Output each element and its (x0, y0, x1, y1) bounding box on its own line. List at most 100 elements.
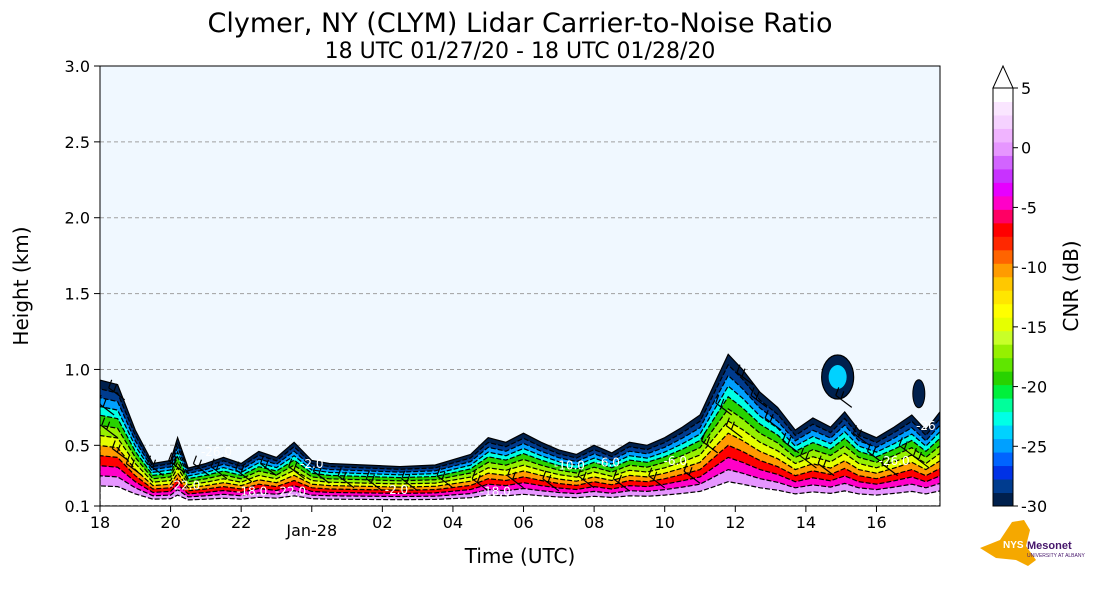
x-tick-label: 02 (372, 513, 392, 532)
y-tick-label: 1.5 (65, 285, 90, 304)
colorbar-tick-label: -15 (1021, 318, 1047, 337)
wind-barb (401, 470, 419, 492)
x-tick-label: 18 (90, 513, 110, 532)
colorbar-swatch (993, 303, 1013, 318)
colorbar-tick-label: 0 (1021, 139, 1031, 158)
cnr-contour-band (828, 365, 847, 390)
cnr-contour-band (100, 481, 940, 506)
y-tick-label: 0.1 (65, 497, 90, 516)
cnr-contour-band (912, 379, 926, 409)
colorbar-tick-label: -20 (1021, 378, 1047, 397)
colorbar-swatch (993, 101, 1013, 116)
svg-text:NYS: NYS (1003, 540, 1024, 551)
x-tick-label: 06 (513, 513, 533, 532)
x-tick-label: Jan-28 (285, 521, 337, 540)
colorbar-swatch (993, 155, 1013, 170)
chart-subtitle: 18 UTC 01/27/20 - 18 UTC 01/28/20 (325, 39, 716, 64)
colorbar-swatch (993, 398, 1013, 413)
wind-barb (799, 447, 817, 469)
colorbar-swatch (993, 249, 1013, 264)
wind-barb (337, 467, 355, 489)
x-tick-label: 08 (584, 513, 604, 532)
colorbar: 5 0 -5 -10 -15 -20 -25 -30 (992, 64, 1047, 516)
wind-barb (683, 463, 701, 484)
colorbar-swatch (993, 114, 1013, 129)
contour-label: -18.0 (480, 484, 511, 498)
nys-mesonet-logo: NYS Mesonet UNIVERSITY AT ALBANY (980, 520, 1085, 566)
colorbar-swatch (993, 263, 1013, 278)
colorbar-swatch (993, 425, 1013, 440)
wind-barb (471, 470, 489, 492)
colorbar-swatch (993, 371, 1013, 386)
cnr-field (100, 353, 940, 506)
contour-label: -6.0 (597, 456, 620, 470)
wind-barb (146, 455, 164, 477)
wind-barb (111, 440, 129, 461)
colorbar-swatch (993, 182, 1013, 197)
x-tick-label: 04 (443, 513, 463, 532)
wind-barb (288, 458, 306, 480)
colorbar-tick-label: -30 (1021, 497, 1047, 516)
colorbar-swatch (993, 88, 1013, 102)
contour-label: -6.0 (664, 454, 687, 468)
wind-barb (736, 364, 754, 386)
colorbar-swatch (993, 290, 1013, 305)
colorbar-swatch (993, 411, 1013, 426)
wind-barb (612, 470, 630, 492)
contour-label: -2.0 (300, 457, 323, 471)
colorbar-swatch (993, 168, 1013, 183)
wind-barb (782, 432, 800, 454)
colorbar-swatch (993, 479, 1013, 494)
wind-barb (648, 467, 666, 489)
contour-label: -10.0 (554, 459, 585, 473)
wind-barb (577, 467, 595, 489)
x-tick-label: 14 (796, 513, 816, 532)
colorbar-swatch (993, 344, 1013, 359)
wind-barb (881, 455, 899, 477)
wind-barb (542, 470, 560, 492)
colorbar-swatch (993, 452, 1013, 467)
colorbar-swatch (993, 317, 1013, 332)
wind-barbs (100, 364, 930, 492)
wind-barb (210, 458, 228, 480)
wind-barb (168, 452, 186, 474)
y-tick-label: 0.5 (65, 436, 90, 455)
x-tick-label: 10 (655, 513, 675, 532)
contour-label: -18.0 (236, 484, 267, 498)
colorbar-swatch (993, 357, 1013, 372)
colorbar-swatch (993, 492, 1013, 507)
wind-barb (835, 387, 853, 408)
colorbar-swatch (993, 330, 1013, 345)
colorbar-swatch (993, 438, 1013, 453)
wind-barb (750, 387, 768, 408)
x-axis-label: Time (UTC) (464, 544, 576, 568)
wind-barb (912, 447, 930, 469)
y-tick-label: 3.0 (65, 57, 90, 76)
wind-barb (312, 463, 330, 484)
wind-barb (817, 455, 835, 477)
colorbar-swatch (993, 276, 1013, 291)
wind-barb (866, 443, 884, 464)
x-tick-label: 20 (160, 513, 180, 532)
wind-barb (101, 417, 119, 439)
wind-barb (725, 417, 743, 439)
colorbar-label: CNR (dB) (1059, 240, 1083, 331)
x-tick-label: 22 (231, 513, 251, 532)
colorbar-swatch (993, 222, 1013, 237)
plot-frame (99, 65, 941, 507)
contour-label: -26 (916, 419, 936, 433)
contour-label: -22.0 (169, 478, 200, 492)
wind-barb (365, 470, 383, 492)
y-tick-label: 2.5 (65, 133, 90, 152)
wind-barb (715, 394, 733, 416)
wind-barb (701, 432, 719, 454)
wind-barb (125, 455, 143, 477)
contour-label: -22.0 (275, 484, 306, 498)
colorbar-swatch (993, 128, 1013, 143)
wind-barb (259, 455, 277, 477)
wind-barb (506, 467, 524, 489)
svg-text:Mesonet: Mesonet (1027, 540, 1072, 552)
wind-barb (852, 425, 870, 446)
wind-barb (192, 455, 210, 477)
